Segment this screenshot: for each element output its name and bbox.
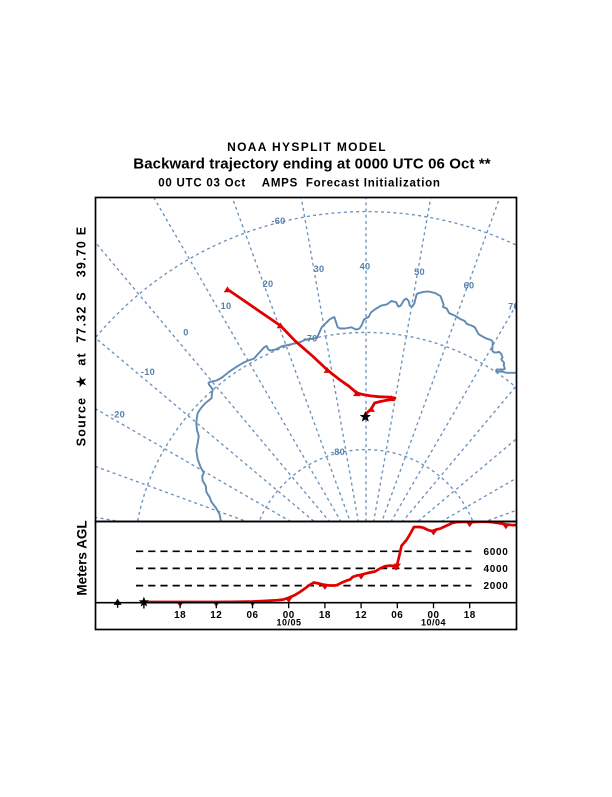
svg-text:12: 12 bbox=[355, 610, 367, 621]
svg-text:30: 30 bbox=[314, 264, 325, 274]
svg-text:06: 06 bbox=[247, 610, 259, 621]
svg-text:00: 00 bbox=[428, 610, 440, 621]
svg-text:-70: -70 bbox=[303, 334, 317, 344]
svg-text:NOAA HYSPLIT MODEL: NOAA HYSPLIT MODEL bbox=[227, 140, 387, 154]
svg-text:00: 00 bbox=[283, 610, 295, 621]
svg-text:4000: 4000 bbox=[483, 564, 508, 575]
svg-text:18: 18 bbox=[464, 610, 476, 621]
svg-text:Source ★ at 77.32 S 39.70: Source ★ at 77.32 S 39.70 E bbox=[75, 226, 89, 447]
svg-text:10/05: 10/05 bbox=[276, 618, 301, 628]
svg-text:70: 70 bbox=[508, 302, 519, 312]
svg-text:60: 60 bbox=[464, 281, 475, 291]
svg-text:2000: 2000 bbox=[483, 581, 508, 592]
svg-text:6000: 6000 bbox=[483, 547, 508, 558]
svg-text:-60: -60 bbox=[271, 216, 285, 226]
svg-text:Backward trajectory ending at: Backward trajectory ending at 0000 UTC 0… bbox=[133, 156, 490, 173]
svg-text:10/04: 10/04 bbox=[421, 618, 446, 628]
svg-text:40: 40 bbox=[360, 262, 371, 272]
svg-text:12: 12 bbox=[210, 610, 222, 621]
svg-text:Meters AGL: Meters AGL bbox=[75, 520, 90, 595]
svg-text:-80: -80 bbox=[331, 447, 345, 457]
svg-text:0: 0 bbox=[183, 328, 188, 338]
svg-text:00 UTC 03 Oct AMPS Forecas: 00 UTC 03 Oct AMPS Forecast Initializati… bbox=[158, 177, 440, 189]
svg-text:18: 18 bbox=[174, 610, 186, 621]
svg-text:10: 10 bbox=[221, 301, 232, 311]
svg-text:18: 18 bbox=[319, 610, 331, 621]
svg-text:-10: -10 bbox=[141, 367, 155, 377]
svg-text:-20: -20 bbox=[111, 410, 125, 420]
svg-text:20: 20 bbox=[263, 279, 274, 289]
svg-text:50: 50 bbox=[414, 267, 425, 277]
svg-text:06: 06 bbox=[391, 610, 403, 621]
